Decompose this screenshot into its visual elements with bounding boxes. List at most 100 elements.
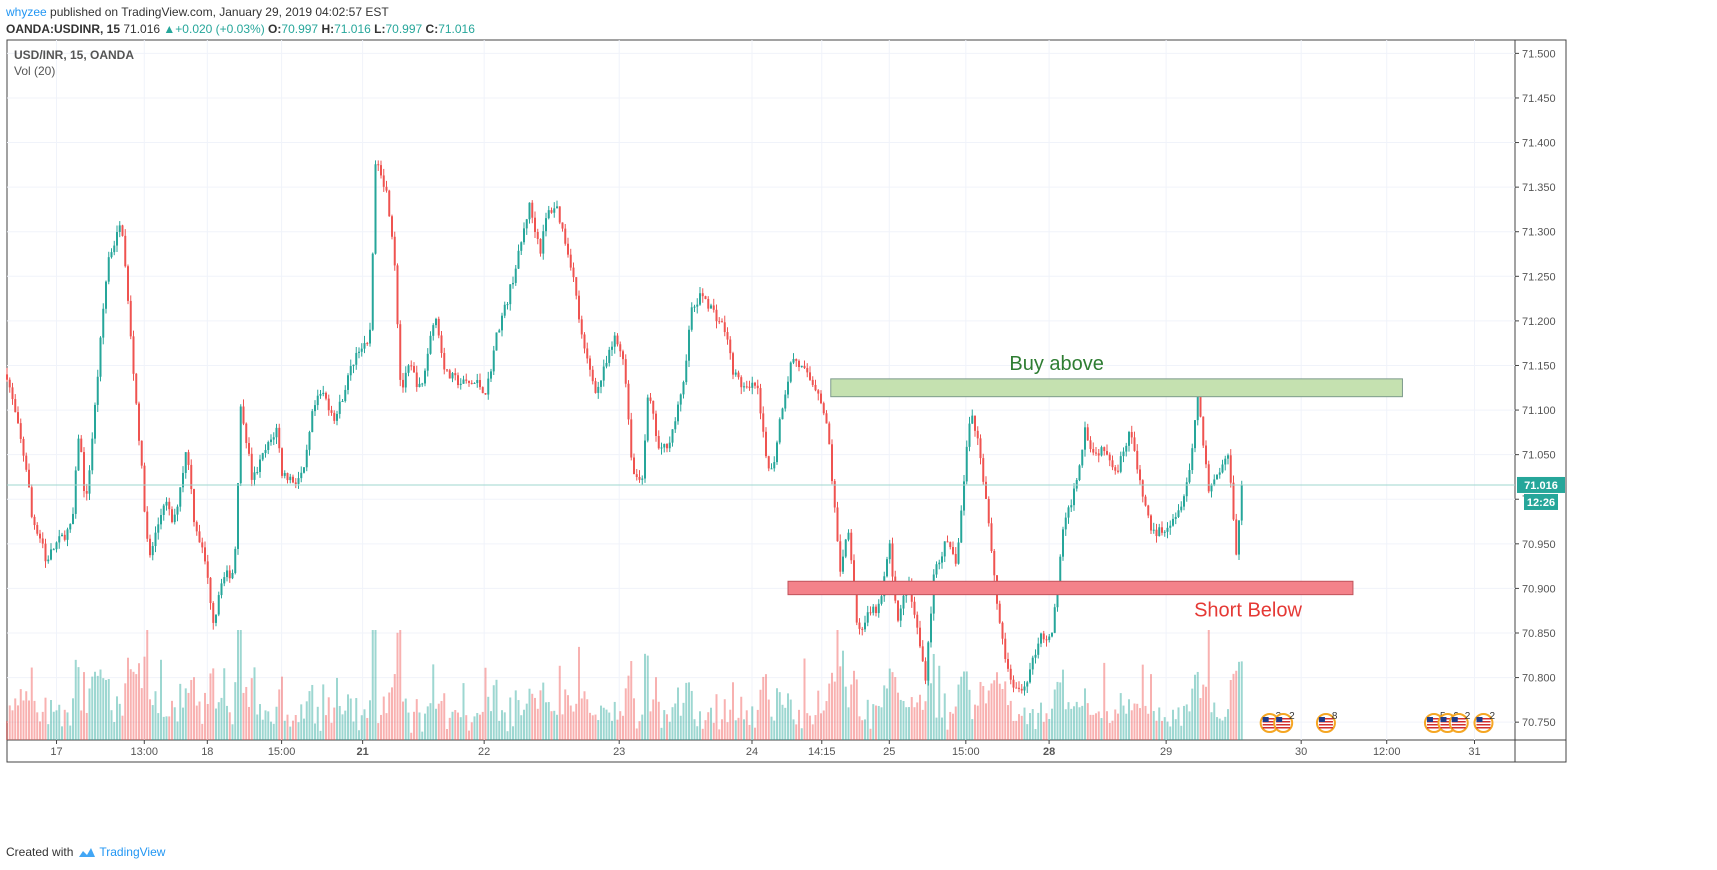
author-link[interactable]: whyzee — [6, 5, 47, 19]
candle-body — [1007, 658, 1009, 669]
candle-body — [644, 440, 646, 479]
volume-bar — [1196, 671, 1199, 740]
price-tick-label: 70.750 — [1522, 717, 1556, 729]
volume-bar — [468, 730, 470, 740]
volume-bar — [85, 712, 88, 740]
volume-bar — [182, 707, 184, 740]
volume-bar — [1117, 713, 1119, 740]
flag-stripe — [1440, 721, 1455, 723]
volume-bar — [558, 665, 561, 740]
volume-bar — [135, 674, 138, 740]
volume-bar — [1185, 704, 1188, 740]
price-tick-label: 70.950 — [1522, 539, 1556, 551]
us-flag-event-icon[interactable]: 8 — [1315, 711, 1338, 733]
price-tick-label: 71.400 — [1522, 138, 1556, 150]
volume-bar — [253, 667, 256, 740]
volume-bar — [1064, 709, 1067, 740]
candle-body — [990, 523, 993, 552]
candle-body — [701, 293, 704, 297]
volume-bar — [454, 710, 457, 740]
candle-body — [176, 506, 179, 515]
candle-body — [671, 429, 674, 443]
volume-bar — [641, 714, 644, 740]
us-flag-event-icon[interactable]: 2 — [1448, 711, 1471, 733]
volume-bar — [333, 707, 336, 740]
candle-body — [234, 548, 237, 573]
volume-bar — [69, 725, 72, 740]
volume-bar — [897, 692, 899, 740]
candle-body — [410, 365, 413, 367]
candle-body — [561, 222, 564, 229]
candle-body — [954, 553, 957, 564]
volume-bar — [30, 667, 33, 740]
candle-body — [193, 489, 195, 523]
candle-body — [399, 324, 402, 380]
volume-bar — [421, 731, 424, 740]
candle-body — [743, 386, 745, 388]
candle-body — [1185, 482, 1188, 497]
candle-body — [107, 257, 110, 282]
candle-body — [83, 452, 85, 491]
candle-body — [209, 577, 212, 604]
last-price-tag — [1517, 476, 1565, 493]
candle-body — [844, 539, 847, 557]
candle-body — [380, 165, 382, 176]
candle-body — [976, 430, 979, 439]
us-flag-event-icon[interactable]: 3 — [1259, 711, 1282, 733]
candle-body — [982, 458, 985, 482]
candle-body — [1095, 452, 1097, 454]
volume-bar — [366, 717, 369, 740]
candle-body — [729, 339, 732, 354]
candle-body — [226, 570, 228, 578]
volume-bar — [41, 711, 44, 740]
price-tick-label: 71.250 — [1522, 271, 1556, 283]
candle-body — [946, 541, 949, 543]
candle-body — [41, 538, 44, 544]
candle-body — [1196, 396, 1199, 421]
volume-bar — [1210, 712, 1213, 740]
volume-bar — [910, 697, 913, 740]
volume-bar — [44, 697, 47, 740]
volume-bar — [1018, 714, 1020, 740]
time-tick-label: 14:15 — [808, 746, 836, 758]
tradingview-logo[interactable]: TradingView — [77, 844, 165, 860]
volume-bar — [1114, 709, 1117, 740]
volume-bar — [1073, 706, 1075, 740]
us-flag-event-icon[interactable]: 2 — [1273, 711, 1295, 733]
volume-bar — [1213, 702, 1216, 740]
event-count-label: 2 — [1489, 711, 1495, 722]
volume-bar — [1031, 709, 1034, 740]
volume-bar — [985, 703, 987, 740]
volume-bar — [690, 690, 693, 740]
volume-bar — [1095, 713, 1097, 740]
volume-bar — [809, 715, 811, 740]
volume-bar — [646, 655, 649, 740]
candle-body — [699, 293, 701, 305]
candle-body — [440, 335, 443, 354]
candle-body — [102, 308, 105, 338]
candle-body — [586, 348, 589, 359]
volume-bar — [204, 692, 206, 740]
candle-body — [880, 596, 883, 604]
us-flag-event-icon[interactable]: 2 — [1473, 711, 1495, 733]
volume-bar — [649, 711, 652, 740]
volume-bar — [105, 679, 107, 740]
candle-body — [872, 606, 875, 613]
volume-bar — [55, 710, 58, 740]
volume-bar — [979, 681, 982, 740]
volume-bar — [160, 659, 162, 740]
volume-bar — [921, 709, 924, 740]
candle-body — [371, 253, 374, 330]
volume-bar — [674, 703, 677, 740]
flag-stripe — [1262, 724, 1277, 726]
candle-body — [776, 442, 778, 463]
volume-bar — [270, 721, 272, 740]
volume-bar — [278, 689, 281, 740]
volume-bar — [1221, 720, 1224, 740]
volume-bar — [1053, 689, 1056, 740]
volume-bar — [707, 712, 710, 740]
candle-body — [569, 254, 572, 268]
volume-bar — [814, 715, 817, 740]
volume-bar — [905, 707, 908, 740]
